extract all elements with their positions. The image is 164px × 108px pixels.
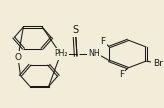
Text: F: F	[119, 70, 124, 79]
Text: Br: Br	[153, 59, 163, 68]
Text: O: O	[15, 53, 21, 62]
Text: NH: NH	[88, 49, 100, 59]
Text: PH₂: PH₂	[54, 49, 67, 59]
Text: F: F	[100, 37, 105, 46]
Text: S: S	[72, 25, 78, 35]
